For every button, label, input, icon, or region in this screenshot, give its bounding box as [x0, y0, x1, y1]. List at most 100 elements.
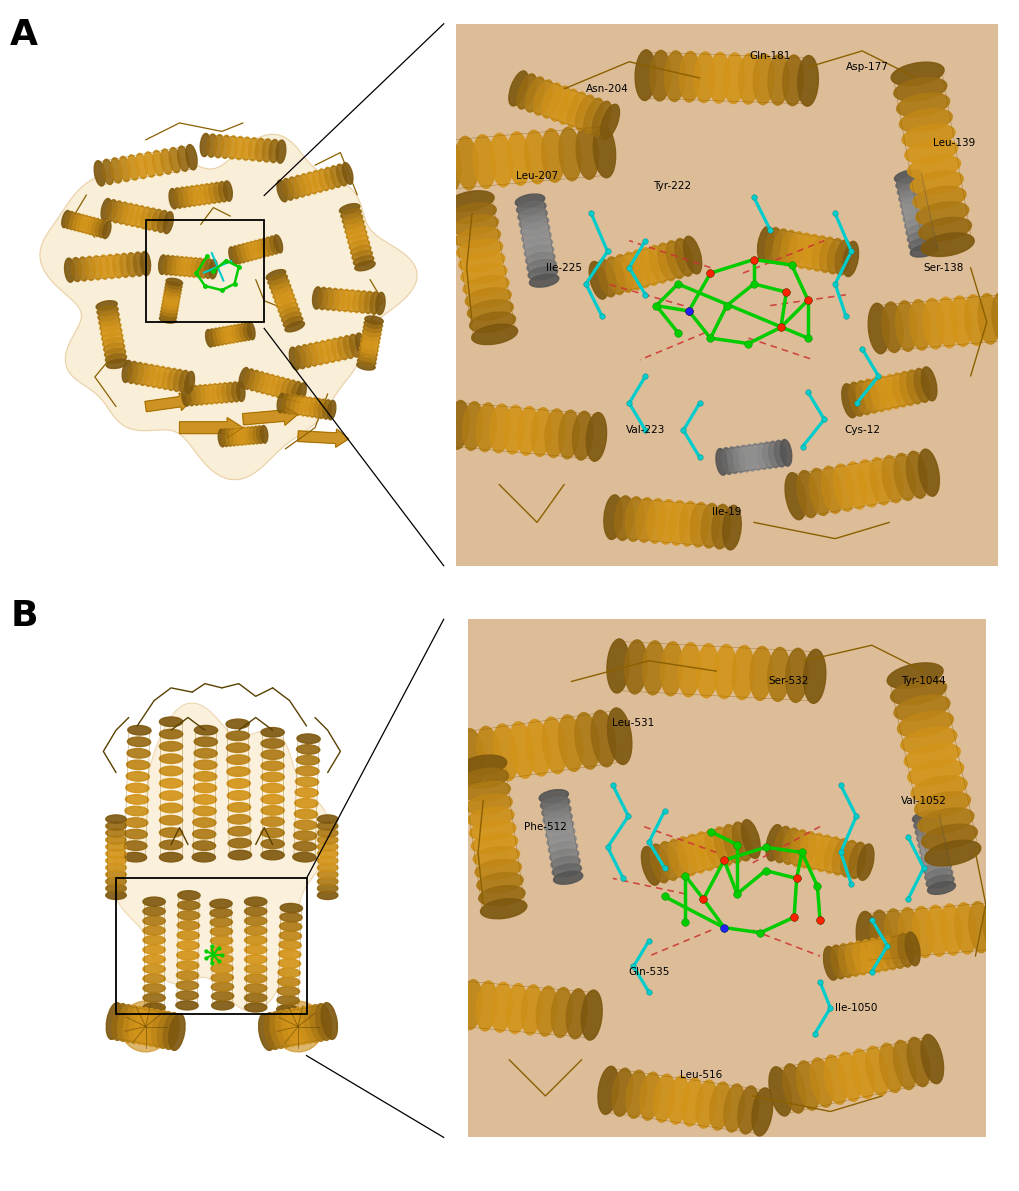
Ellipse shape — [558, 715, 582, 772]
Ellipse shape — [127, 155, 139, 180]
Ellipse shape — [106, 849, 126, 858]
Ellipse shape — [314, 399, 322, 418]
Ellipse shape — [227, 791, 251, 800]
Ellipse shape — [780, 439, 791, 466]
Ellipse shape — [143, 974, 165, 984]
Ellipse shape — [317, 863, 337, 872]
Polygon shape — [468, 619, 984, 1137]
Ellipse shape — [473, 847, 519, 867]
Ellipse shape — [521, 230, 550, 243]
Ellipse shape — [900, 197, 927, 210]
Ellipse shape — [105, 354, 126, 363]
Ellipse shape — [216, 384, 225, 404]
Ellipse shape — [135, 206, 145, 227]
Text: Leu-139: Leu-139 — [932, 138, 974, 148]
Ellipse shape — [227, 815, 251, 824]
Ellipse shape — [575, 95, 594, 130]
Ellipse shape — [808, 468, 829, 516]
Ellipse shape — [104, 343, 124, 353]
Ellipse shape — [195, 725, 217, 735]
Ellipse shape — [276, 141, 285, 163]
Ellipse shape — [897, 183, 924, 197]
Ellipse shape — [317, 878, 337, 886]
Ellipse shape — [523, 238, 552, 251]
Ellipse shape — [438, 138, 461, 192]
Ellipse shape — [289, 347, 300, 370]
Ellipse shape — [244, 369, 254, 389]
Ellipse shape — [920, 233, 973, 256]
Ellipse shape — [299, 1006, 315, 1043]
Ellipse shape — [614, 255, 633, 292]
Text: Val-1052: Val-1052 — [900, 796, 946, 805]
Ellipse shape — [261, 738, 284, 748]
Ellipse shape — [460, 755, 506, 775]
Ellipse shape — [211, 992, 233, 1000]
Ellipse shape — [749, 647, 771, 700]
Ellipse shape — [224, 326, 232, 344]
Ellipse shape — [695, 1080, 716, 1128]
Ellipse shape — [449, 202, 495, 223]
Ellipse shape — [461, 263, 506, 283]
Ellipse shape — [913, 817, 941, 830]
Ellipse shape — [178, 187, 187, 207]
Ellipse shape — [86, 256, 95, 280]
Ellipse shape — [206, 330, 213, 347]
Ellipse shape — [797, 470, 817, 518]
Ellipse shape — [950, 297, 971, 347]
Ellipse shape — [350, 335, 360, 357]
Ellipse shape — [636, 498, 654, 542]
Ellipse shape — [897, 711, 953, 737]
Ellipse shape — [165, 285, 181, 293]
Ellipse shape — [120, 1002, 171, 1052]
Ellipse shape — [471, 324, 517, 344]
Ellipse shape — [840, 841, 857, 877]
Ellipse shape — [362, 332, 380, 341]
Ellipse shape — [342, 163, 353, 185]
Ellipse shape — [129, 205, 140, 226]
Ellipse shape — [133, 362, 144, 385]
Ellipse shape — [431, 977, 451, 1027]
Ellipse shape — [106, 856, 126, 865]
Ellipse shape — [177, 891, 200, 900]
Ellipse shape — [893, 696, 949, 721]
Ellipse shape — [541, 804, 571, 817]
Ellipse shape — [895, 301, 916, 351]
Ellipse shape — [101, 328, 122, 337]
Polygon shape — [298, 429, 348, 448]
Ellipse shape — [126, 252, 137, 276]
Ellipse shape — [539, 790, 568, 803]
Ellipse shape — [193, 794, 216, 804]
Ellipse shape — [305, 397, 313, 417]
Ellipse shape — [292, 853, 316, 862]
Ellipse shape — [168, 256, 176, 275]
Ellipse shape — [285, 380, 296, 400]
Ellipse shape — [275, 378, 285, 398]
Ellipse shape — [525, 77, 544, 112]
Ellipse shape — [447, 191, 493, 211]
Ellipse shape — [520, 223, 549, 236]
Ellipse shape — [782, 1064, 805, 1114]
Ellipse shape — [457, 239, 502, 260]
Ellipse shape — [242, 137, 251, 161]
Ellipse shape — [261, 840, 284, 849]
Ellipse shape — [227, 827, 251, 836]
Ellipse shape — [884, 375, 900, 409]
Ellipse shape — [558, 127, 581, 181]
Ellipse shape — [262, 139, 272, 162]
Ellipse shape — [361, 337, 379, 345]
Ellipse shape — [359, 349, 377, 357]
Ellipse shape — [869, 457, 890, 505]
Ellipse shape — [462, 768, 508, 788]
Ellipse shape — [64, 258, 74, 282]
Ellipse shape — [277, 986, 300, 996]
Ellipse shape — [614, 495, 633, 541]
Ellipse shape — [360, 341, 378, 349]
Ellipse shape — [118, 202, 128, 224]
Ellipse shape — [357, 357, 376, 366]
Ellipse shape — [71, 257, 82, 281]
Ellipse shape — [245, 974, 267, 984]
Ellipse shape — [611, 1068, 632, 1116]
Ellipse shape — [194, 737, 217, 747]
Ellipse shape — [106, 829, 126, 837]
Ellipse shape — [76, 214, 85, 231]
